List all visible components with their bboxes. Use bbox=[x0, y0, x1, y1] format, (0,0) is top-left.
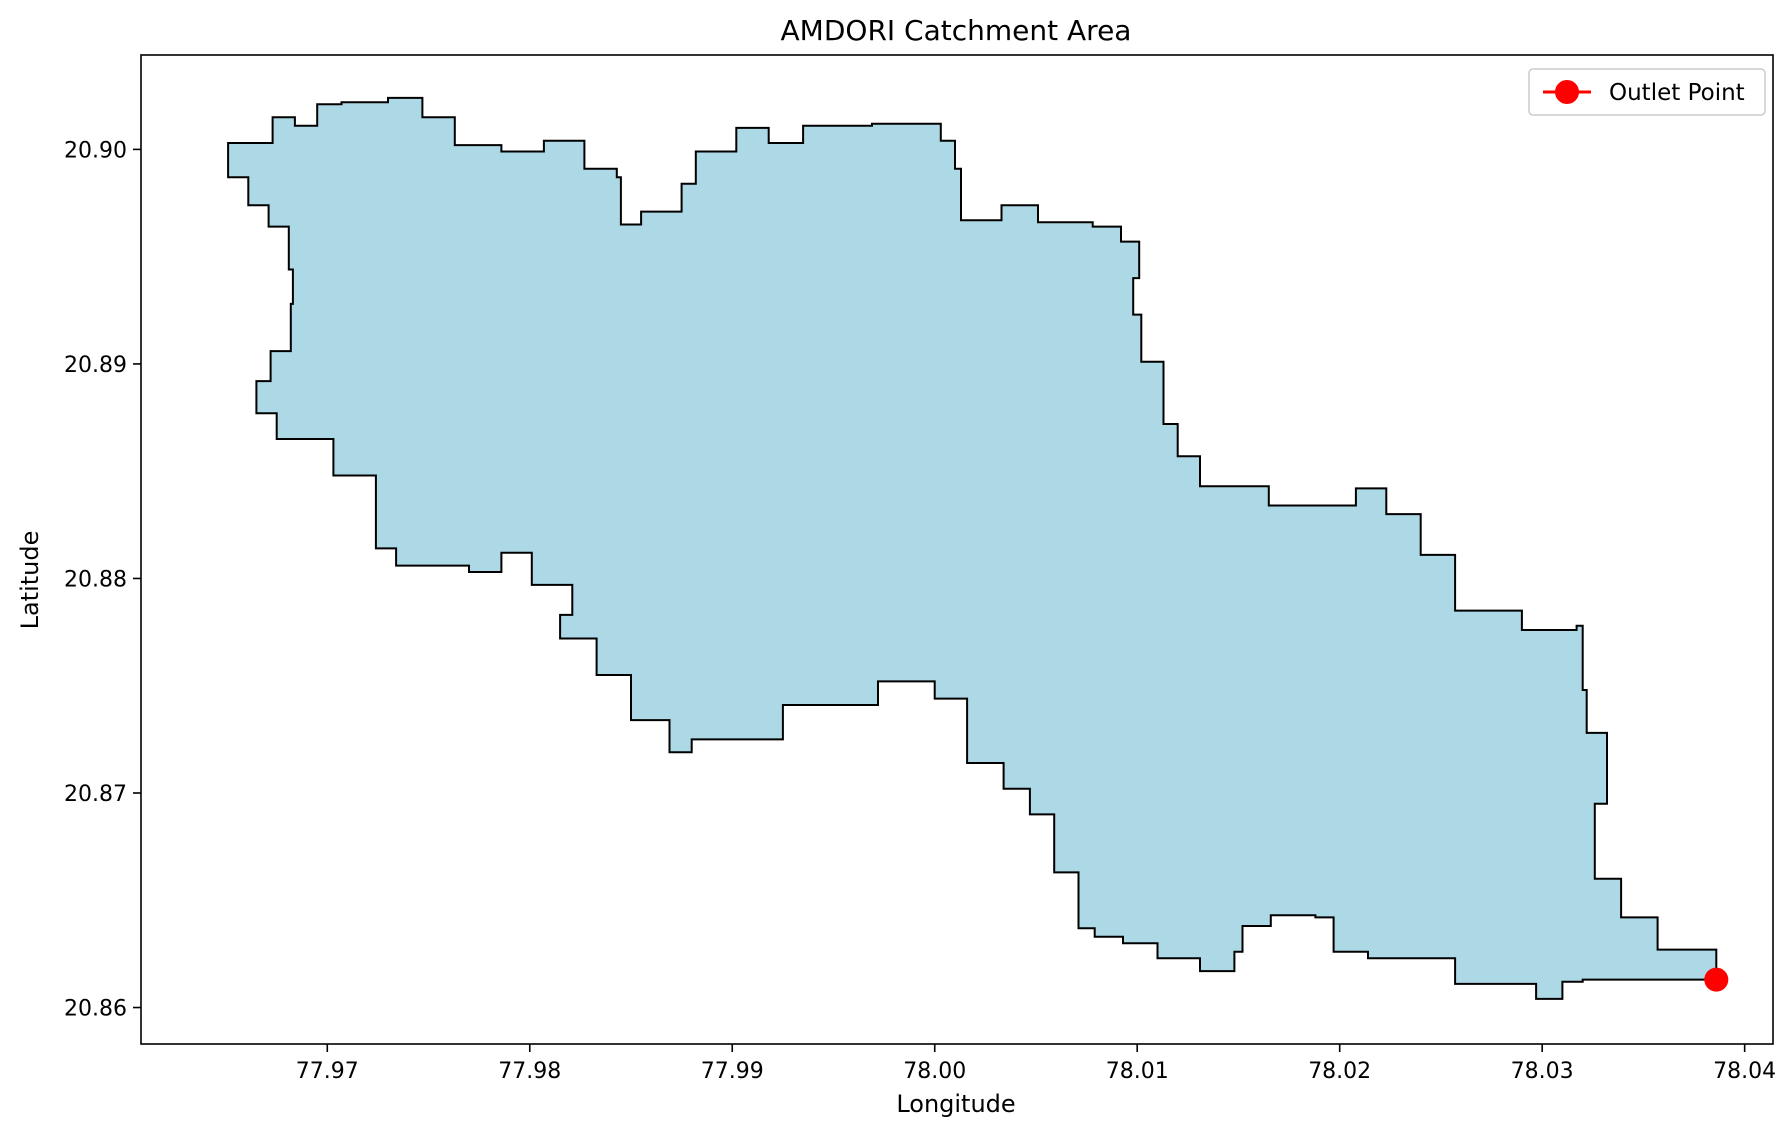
catchment-polygon bbox=[227, 96, 1718, 1000]
y-axis-label: Latitude bbox=[16, 531, 44, 630]
x-tick-label: 78.03 bbox=[1511, 1059, 1574, 1084]
x-tick-label: 77.99 bbox=[701, 1059, 764, 1084]
y-tick-label: 20.86 bbox=[64, 997, 127, 1022]
x-tick-label: 77.98 bbox=[498, 1059, 561, 1084]
legend: Outlet Point bbox=[1528, 68, 1766, 116]
x-tick-label: 77.97 bbox=[296, 1059, 359, 1084]
plot-area: 77.97 77.98 77.99 78.00 78.01 78.02 78.03 78.04… bbox=[64, 54, 1776, 1084]
x-tick-label: 78.00 bbox=[903, 1059, 966, 1084]
outlet-point-marker bbox=[1704, 967, 1729, 992]
y-tick-label: 20.90 bbox=[64, 138, 127, 163]
y-tick-label: 20.89 bbox=[64, 353, 127, 378]
x-tick-label: 78.02 bbox=[1308, 1059, 1371, 1084]
x-axis-label: Longitude bbox=[896, 1090, 1015, 1118]
legend-outlet-label: Outlet Point bbox=[1609, 80, 1745, 106]
x-tick-label: 78.01 bbox=[1106, 1059, 1169, 1084]
y-tick-label: 20.87 bbox=[64, 782, 127, 807]
y-axis-ticks: 20.86 20.87 20.88 20.89 20.90 bbox=[64, 138, 141, 1022]
chart-title: AMDORI Catchment Area bbox=[781, 14, 1132, 47]
x-axis-ticks: 77.97 77.98 77.99 78.00 78.01 78.02 78.03 78.04 bbox=[296, 1044, 1776, 1084]
x-tick-label: 78.04 bbox=[1713, 1059, 1776, 1084]
legend-box bbox=[1528, 68, 1766, 116]
legend-outlet-marker bbox=[1555, 80, 1579, 104]
plot-frame bbox=[140, 54, 1774, 1045]
y-tick-label: 20.88 bbox=[64, 567, 127, 592]
